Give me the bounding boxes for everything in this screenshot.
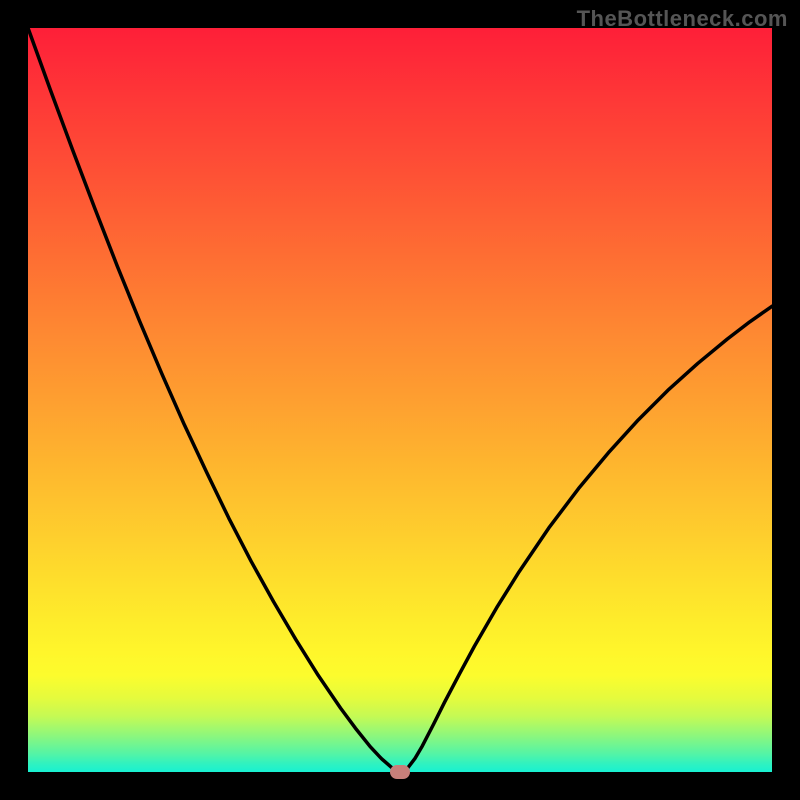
optimal-marker — [390, 765, 410, 779]
chart-frame: TheBottleneck.com — [0, 0, 800, 800]
bottleneck-chart — [0, 0, 800, 800]
